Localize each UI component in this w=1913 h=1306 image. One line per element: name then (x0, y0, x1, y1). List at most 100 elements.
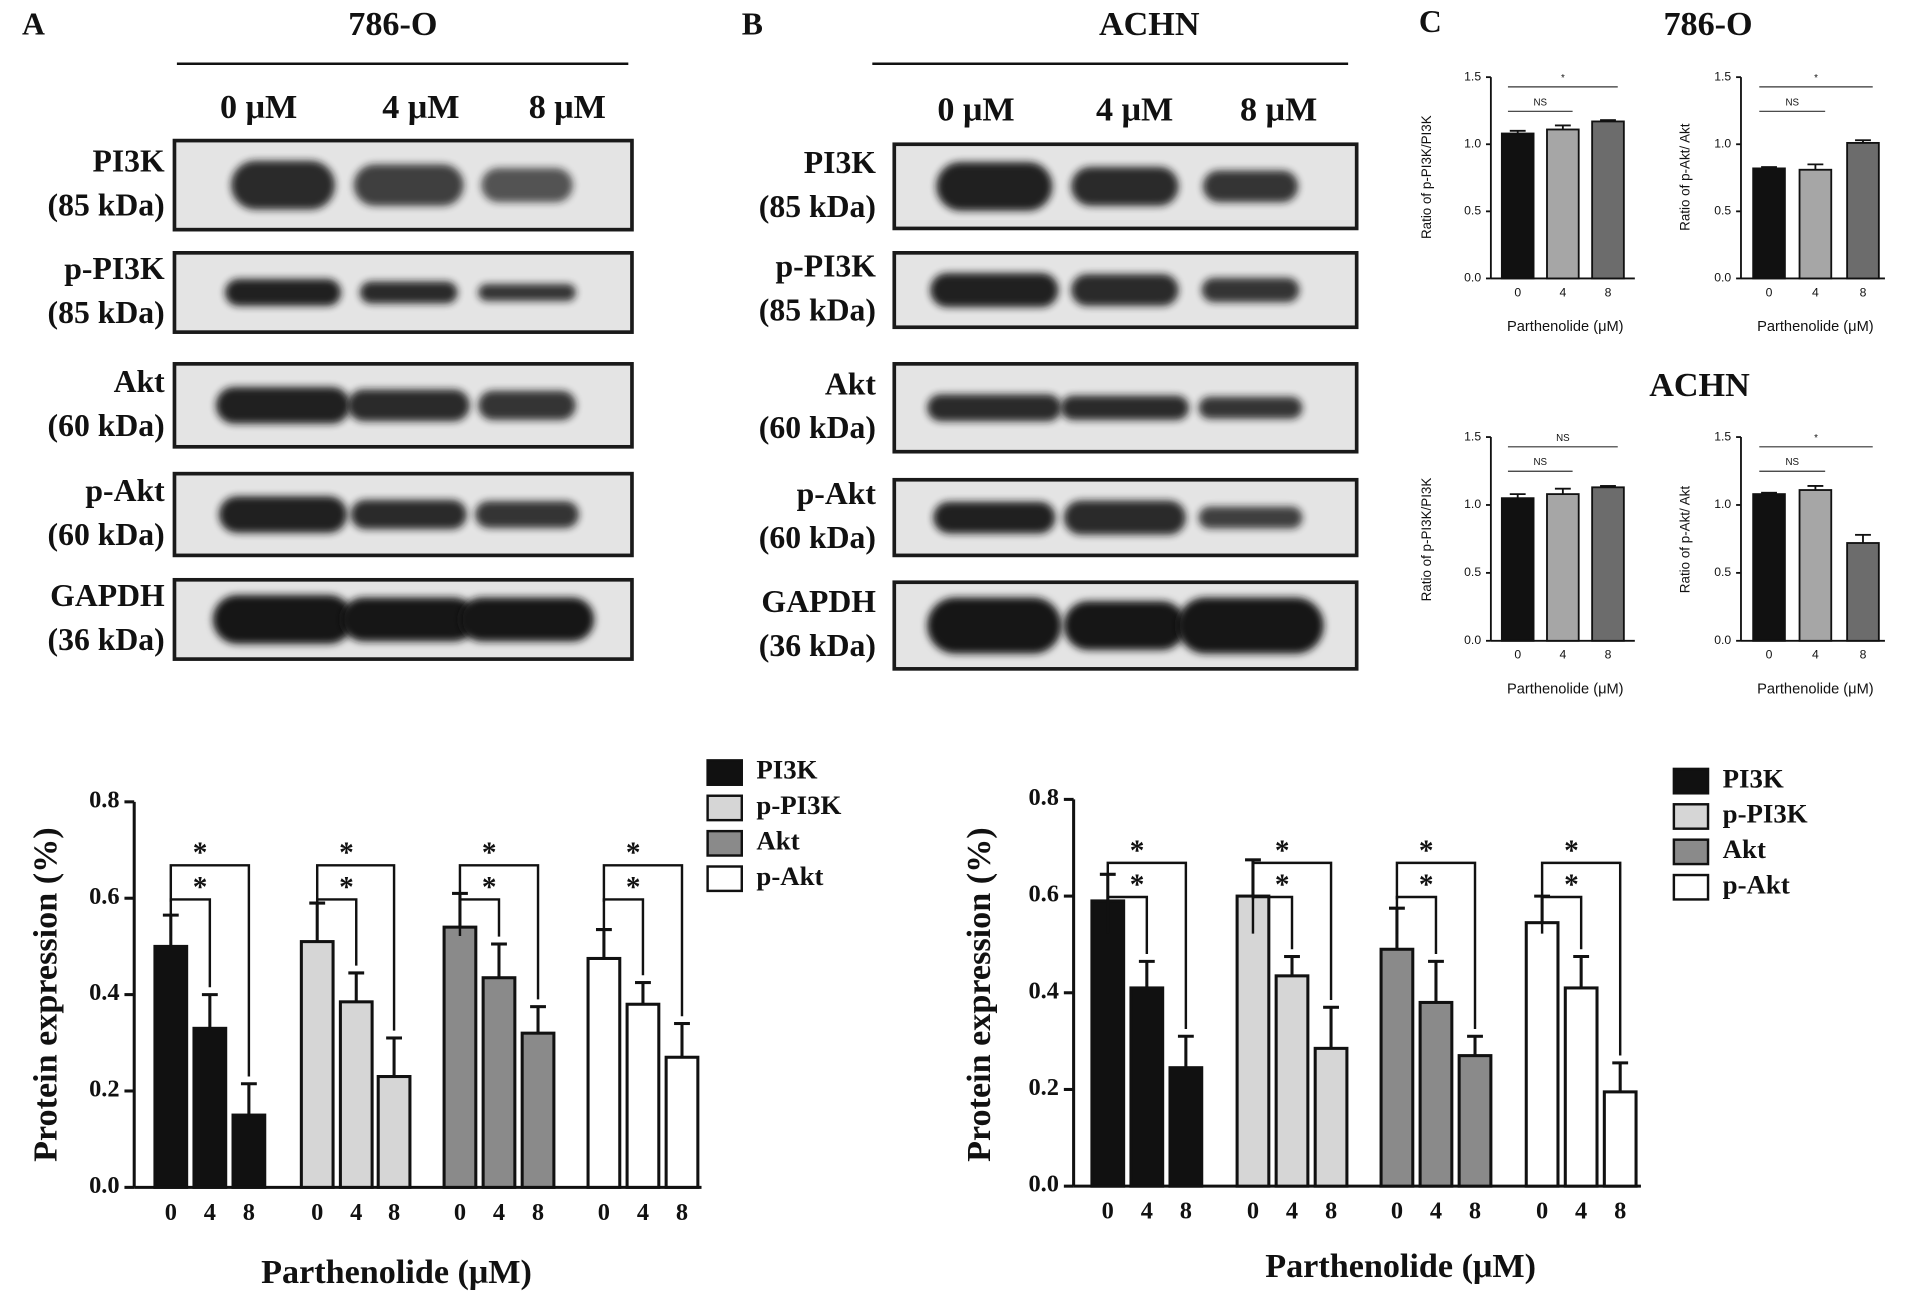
legend-label: p-Akt (756, 861, 823, 891)
x-tick-label: 0 (1391, 1198, 1403, 1225)
row-label: p-PI3K (776, 249, 877, 284)
x-tick-label: 8 (1469, 1198, 1481, 1225)
bar (1379, 947, 1415, 1188)
row-label-kda: (85 kDa) (48, 188, 165, 223)
cell-line: ACHN (1099, 6, 1200, 43)
bar (586, 956, 622, 1189)
sig-bracket (1540, 861, 1622, 1056)
x-tick-label: 8 (1325, 1198, 1337, 1225)
y-axis-label: Protein expression (%) (961, 827, 998, 1162)
x-tick-label: 8 (1860, 285, 1867, 299)
y-tick-label: 1.0 (1464, 497, 1481, 511)
bar (442, 925, 478, 1189)
y-axis-label: Ratio of p-PI3K/PI3K (1419, 478, 1434, 602)
y-axis-label: Ratio of p-Akt/ Akt (1678, 486, 1693, 594)
blot-band (212, 595, 354, 644)
bar (625, 1002, 661, 1189)
y-tick-label: 0.0 (1714, 271, 1731, 285)
y-tick-label: 0.8 (89, 786, 119, 813)
blot-band (1071, 274, 1179, 306)
y-tick-label: 0.6 (89, 883, 119, 910)
bar (1752, 493, 1786, 642)
blot-band (478, 390, 576, 420)
sig-label: NS (1534, 457, 1548, 468)
bar (1457, 1054, 1493, 1188)
x-tick-label: 4 (1812, 285, 1819, 299)
chart: 0.0 0.2 0.4 0.6 0.8 Parthenolide (μM) Protein … (28, 755, 842, 1291)
bar (1798, 168, 1833, 280)
sig-bracket (315, 898, 358, 966)
x-axis-label: Parthenolide (μM) (1757, 681, 1874, 697)
sig-bracket (458, 898, 501, 937)
sig-label: NS (1785, 97, 1799, 108)
bar (1418, 1000, 1454, 1188)
sig-label: * (1564, 835, 1579, 867)
chart: 0.0 0.2 0.4 0.6 0.8 Parthenolide (μM) Protein … (961, 763, 1808, 1285)
sig-bracket (458, 864, 540, 1000)
bar (231, 1113, 267, 1189)
x-tick-label: 0 (1766, 648, 1773, 662)
x-tick-label: 0 (1514, 648, 1521, 662)
y-tick-label: 0.5 (1714, 565, 1731, 579)
blot-band (1177, 597, 1324, 654)
sig-bracket (169, 898, 212, 988)
chart: 0.0 0.5 1.0 1.5 Parthenolide (μM) Ratio of p-… (1678, 429, 1885, 697)
blot-band (350, 499, 467, 530)
panel-label: A (22, 6, 45, 41)
blot-band (231, 160, 335, 210)
legend-label: Akt (756, 825, 799, 855)
y-tick-label: 0.0 (1464, 633, 1481, 647)
x-tick-label: 0 (1102, 1198, 1114, 1225)
blot-band (1202, 170, 1299, 203)
sig-label: * (1564, 869, 1579, 901)
bar (338, 1000, 374, 1189)
row-label-kda: (36 kDa) (48, 622, 165, 657)
bar (1602, 1090, 1638, 1188)
x-tick-label: 4 (1559, 285, 1566, 299)
row-label-kda: (60 kDa) (759, 410, 876, 445)
x-tick-label: 8 (1605, 285, 1612, 299)
x-axis-label: Parthenolide (μM) (1507, 319, 1624, 335)
x-tick-label: 0 (454, 1199, 466, 1226)
panel-label: C (1419, 4, 1442, 39)
x-tick-label: 8 (1860, 648, 1867, 662)
bar (1313, 1046, 1349, 1188)
y-tick-label: 0.0 (1464, 271, 1481, 285)
bar (1274, 974, 1310, 1188)
blot-band (1063, 601, 1186, 650)
chart: 0.0 0.5 1.0 1.5 Parthenolide (μM) Ratio of p-… (1419, 429, 1635, 697)
sig-bracket (1251, 861, 1333, 1000)
blot-band (347, 389, 470, 422)
x-tick-label: 8 (1614, 1198, 1626, 1225)
x-tick-label: 8 (388, 1199, 400, 1226)
row-label: Akt (825, 366, 877, 401)
panel-title: ACHN (1649, 367, 1750, 404)
bar (153, 944, 189, 1189)
y-tick-label: 0.5 (1464, 204, 1481, 218)
dose-label: 4 μM (1096, 91, 1173, 128)
legend-label: Akt (1723, 834, 1766, 864)
x-axis-label: Parthenolide (μM) (1507, 681, 1624, 697)
x-tick-label: 8 (1180, 1198, 1192, 1225)
x-tick-label: 0 (1514, 285, 1521, 299)
x-tick-label: 4 (637, 1199, 649, 1226)
x-tick-label: 8 (532, 1199, 544, 1226)
sig-label: * (193, 837, 208, 869)
blot-band (933, 501, 1056, 534)
x-tick-label: 4 (1559, 648, 1566, 662)
x-tick-label: 0 (1766, 285, 1773, 299)
sig-label: * (1814, 433, 1818, 444)
blot-band (1201, 277, 1300, 303)
sig-bracket (602, 898, 645, 976)
blot-band (930, 272, 1059, 308)
x-tick-label: 4 (204, 1199, 216, 1226)
blot-band (215, 387, 351, 424)
bar (1846, 542, 1880, 642)
bar (376, 1075, 412, 1189)
row-label: GAPDH (50, 578, 165, 613)
chart: 0.0 0.5 1.0 1.5 Parthenolide (μM) Ratio of p-… (1678, 69, 1885, 335)
sig-bracket (602, 864, 684, 1017)
legend-swatch (706, 829, 743, 857)
y-axis-label: Ratio of p-PI3K/PI3K (1419, 115, 1434, 239)
